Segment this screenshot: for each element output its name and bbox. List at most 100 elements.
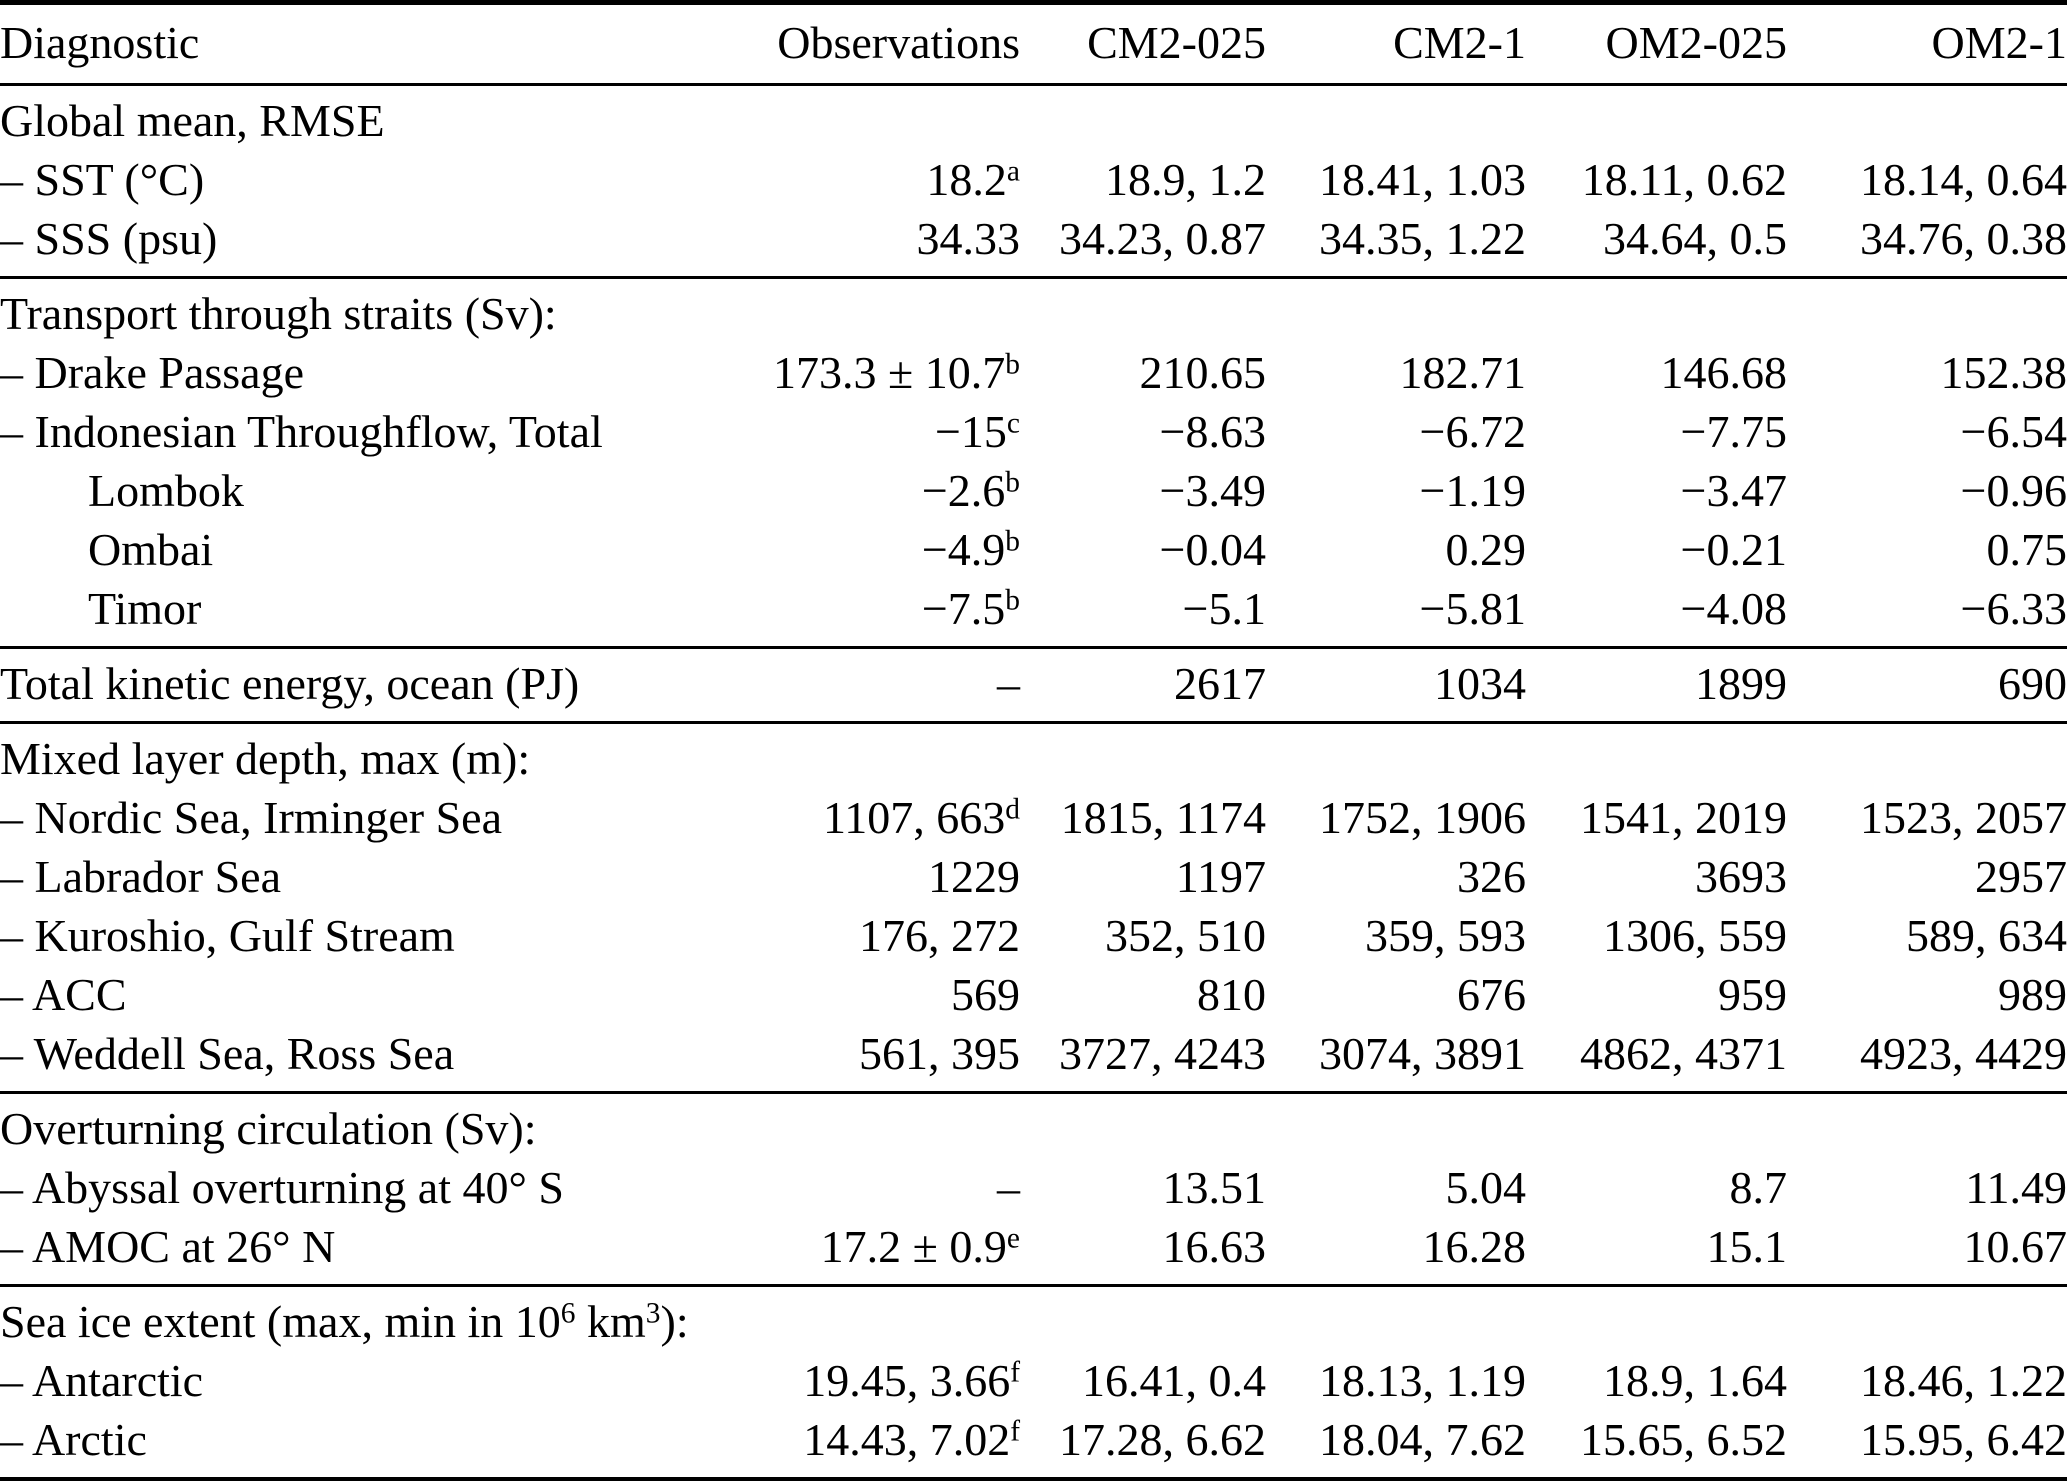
- value-cell: 15.65, 6.52: [1580, 1414, 1787, 1465]
- footnote-marker: b: [1005, 348, 1020, 381]
- value-cell: 13.51: [1162, 1162, 1267, 1213]
- value-cell: [1266, 723, 1526, 789]
- value-cell: [690, 1286, 1020, 1352]
- footnote-marker: d: [1005, 793, 1020, 826]
- table-section: Total kinetic energy, ocean (PJ) – 2617 103…: [0, 647, 2067, 723]
- value-cell: 326: [1457, 851, 1526, 902]
- row-label: Ombai: [88, 524, 214, 575]
- value-cell: [1526, 85, 1787, 151]
- value-cell: −7.5b: [921, 583, 1020, 634]
- table-header-row: Diagnostic Observations CM2-025 CM2-1 OM…: [0, 3, 2067, 85]
- value-cell: [1020, 1093, 1266, 1159]
- row-label: Timor: [88, 583, 202, 634]
- value-cell: [1266, 278, 1526, 344]
- value-cell: 18.04, 7.62: [1319, 1414, 1526, 1465]
- value-cell: 10.67: [1963, 1221, 2067, 1272]
- value-cell: 569: [951, 969, 1020, 1020]
- value-cell: 18.9, 1.64: [1603, 1355, 1787, 1406]
- value-cell: −0.04: [1159, 524, 1266, 575]
- value-cell: 17.2 ± 0.9e: [820, 1221, 1020, 1272]
- value-cell: 0.75: [1986, 524, 2067, 575]
- value-cell: 589, 634: [1906, 910, 2067, 961]
- value-cell: 0.29: [1445, 524, 1527, 575]
- value-cell: −5.81: [1419, 583, 1526, 634]
- value-cell: −6.72: [1419, 406, 1526, 457]
- table-row: – Labrador Sea 1229 1197 326 3693 2957: [0, 847, 2067, 906]
- value-cell: 17.28, 6.62: [1059, 1414, 1266, 1465]
- value-cell: 959: [1718, 969, 1787, 1020]
- footnote-marker: 6: [560, 1297, 576, 1330]
- value-cell: −0.21: [1680, 524, 1787, 575]
- value-cell: 561, 395: [859, 1028, 1020, 1079]
- row-label: – Indonesian Throughflow, Total: [0, 406, 603, 457]
- value-cell: −5.1: [1182, 583, 1266, 634]
- value-cell: 676: [1457, 969, 1526, 1020]
- value-cell: 1899: [1695, 658, 1787, 709]
- value-cell: −0.96: [1960, 465, 2067, 516]
- row-label: Transport through straits (Sv):: [0, 288, 557, 339]
- value-cell: −3.47: [1680, 465, 1787, 516]
- value-cell: [1787, 85, 2067, 151]
- value-cell: −15c: [934, 406, 1020, 457]
- value-cell: [1526, 278, 1787, 344]
- table-row: Timor −7.5b −5.1 −5.81 −4.08 −6.33: [0, 579, 2067, 648]
- value-cell: 182.71: [1399, 347, 1527, 398]
- value-cell: [1020, 723, 1266, 789]
- value-cell: [690, 278, 1020, 344]
- table-row: Ombai −4.9b −0.04 0.29 −0.21 0.75: [0, 520, 2067, 579]
- value-cell: −6.54: [1960, 406, 2067, 457]
- footnote-marker: e: [1006, 1222, 1020, 1255]
- value-cell: [1526, 723, 1787, 789]
- row-label: Overturning circulation (Sv):: [0, 1103, 537, 1154]
- value-cell: 1523, 2057: [1860, 792, 2067, 843]
- footnote-marker: 3: [645, 1297, 661, 1330]
- column-header-cm2-025: CM2-025: [1087, 17, 1266, 68]
- row-label: – Kuroshio, Gulf Stream: [0, 910, 455, 961]
- value-cell: 1197: [1175, 851, 1266, 902]
- value-cell: [690, 85, 1020, 151]
- value-cell: 210.65: [1139, 347, 1267, 398]
- value-cell: [1526, 1093, 1787, 1159]
- row-label: Sea ice extent (max, min in 106 km3):: [0, 1296, 689, 1347]
- value-cell: 15.95, 6.42: [1860, 1414, 2067, 1465]
- table-row: Lombok −2.6b −3.49 −1.19 −3.47 −0.96: [0, 461, 2067, 520]
- table-row: – SSS (psu) 34.33 34.23, 0.87 34.35, 1.22 34…: [0, 209, 2067, 278]
- value-cell: 34.76, 0.38: [1860, 213, 2067, 264]
- value-cell: [1787, 1093, 2067, 1159]
- value-cell: 1229: [928, 851, 1020, 902]
- row-label: – Abyssal overturning at 40° S: [0, 1162, 564, 1213]
- value-cell: [1266, 85, 1526, 151]
- value-cell: 1752, 1906: [1319, 792, 1526, 843]
- row-label: – Drake Passage: [0, 347, 305, 398]
- row-label: – Arctic: [0, 1414, 147, 1465]
- table-row: – Weddell Sea, Ross Sea 561, 395 3727, 424…: [0, 1024, 2067, 1093]
- value-cell: 173.3 ± 10.7b: [773, 347, 1020, 398]
- value-cell: [1526, 1286, 1787, 1352]
- value-cell: [1020, 278, 1266, 344]
- row-label: Total kinetic energy, ocean (PJ): [0, 658, 580, 709]
- value-cell: 14.43, 7.02f: [803, 1414, 1020, 1465]
- table-row: Global mean, RMSE: [0, 85, 2067, 151]
- value-cell: 16.41, 0.4: [1082, 1355, 1266, 1406]
- value-cell: −3.49: [1159, 465, 1266, 516]
- value-cell: –: [997, 1162, 1020, 1213]
- value-cell: 1815, 1174: [1060, 792, 1266, 843]
- value-cell: 176, 272: [859, 910, 1020, 961]
- value-cell: 19.45, 3.66f: [803, 1355, 1020, 1406]
- row-label: – Nordic Sea, Irminger Sea: [0, 792, 503, 843]
- table-row: – SST (°C) 18.2a 18.9, 1.2 18.41, 1.03 18.11…: [0, 150, 2067, 209]
- table-section: Transport through straits (Sv): – Drake P…: [0, 277, 2067, 648]
- value-cell: 152.38: [1940, 347, 2067, 398]
- value-cell: 989: [1998, 969, 2067, 1020]
- value-cell: 16.63: [1162, 1221, 1267, 1272]
- footnote-marker: f: [1010, 1356, 1020, 1389]
- value-cell: [1787, 278, 2067, 344]
- table-row: – Arctic 14.43, 7.02f 17.28, 6.62 18.04, 7.…: [0, 1410, 2067, 1480]
- table-section: Sea ice extent (max, min in 106 km3): – A…: [0, 1285, 2067, 1480]
- value-cell: 16.28: [1422, 1221, 1527, 1272]
- footnote-marker: b: [1005, 584, 1020, 617]
- value-cell: −1.19: [1419, 465, 1526, 516]
- row-label: – Antarctic: [0, 1355, 204, 1406]
